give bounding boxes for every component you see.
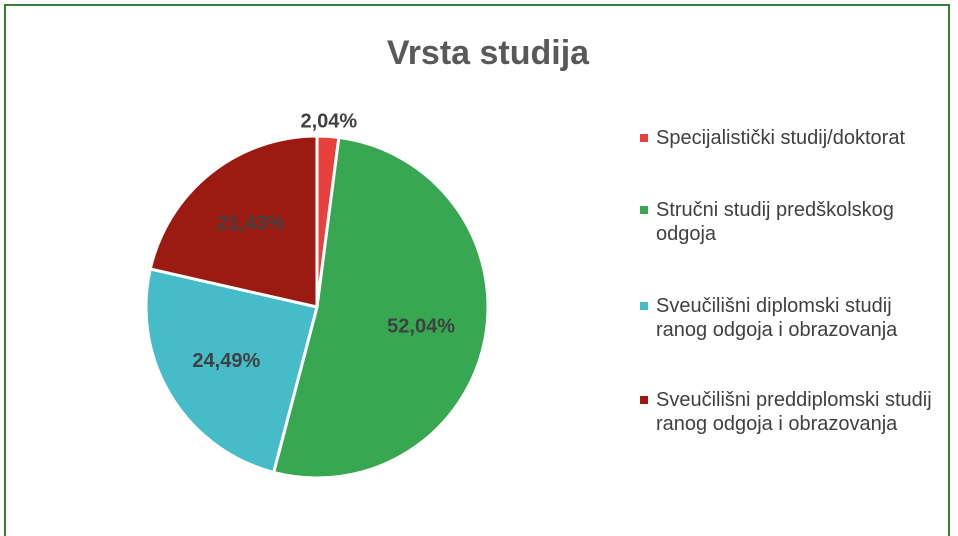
legend-swatch [640, 396, 648, 404]
legend-swatch [640, 206, 648, 214]
legend-swatch [640, 302, 648, 310]
data-label: 2,04% [300, 111, 357, 133]
legend-entry: Specijalistički studij/doktorat [640, 126, 940, 150]
legend-label: Sveučilišni preddiplomski studij ranog o… [656, 389, 932, 435]
legend-entry: Sveučilišni diplomski studij ranog odgoj… [640, 294, 940, 342]
data-label: 52,04% [387, 316, 455, 338]
legend-entry: Sveučilišni preddiplomski studij ranog o… [640, 388, 940, 436]
data-label: 21,43% [217, 212, 285, 234]
legend-swatch [640, 134, 648, 142]
pie-slice [271, 135, 490, 480]
data-label: 24,49% [192, 350, 260, 372]
chart-title: Vrsta studija [387, 34, 590, 72]
legend-label: Stručni studij predškolskog odgoja [656, 199, 894, 245]
legend: Specijalistički studij/doktorat Stručni s… [640, 126, 940, 484]
legend-entry: Stručni studij predškolskog odgoja [640, 198, 940, 246]
chart-frame [4, 4, 950, 536]
pie-slice [144, 267, 319, 475]
pie-slice [148, 134, 319, 309]
legend-label: Sveučilišni diplomski studij ranog odgoj… [656, 295, 898, 341]
legend-label: Specijalistički studij/doktorat [656, 127, 905, 149]
